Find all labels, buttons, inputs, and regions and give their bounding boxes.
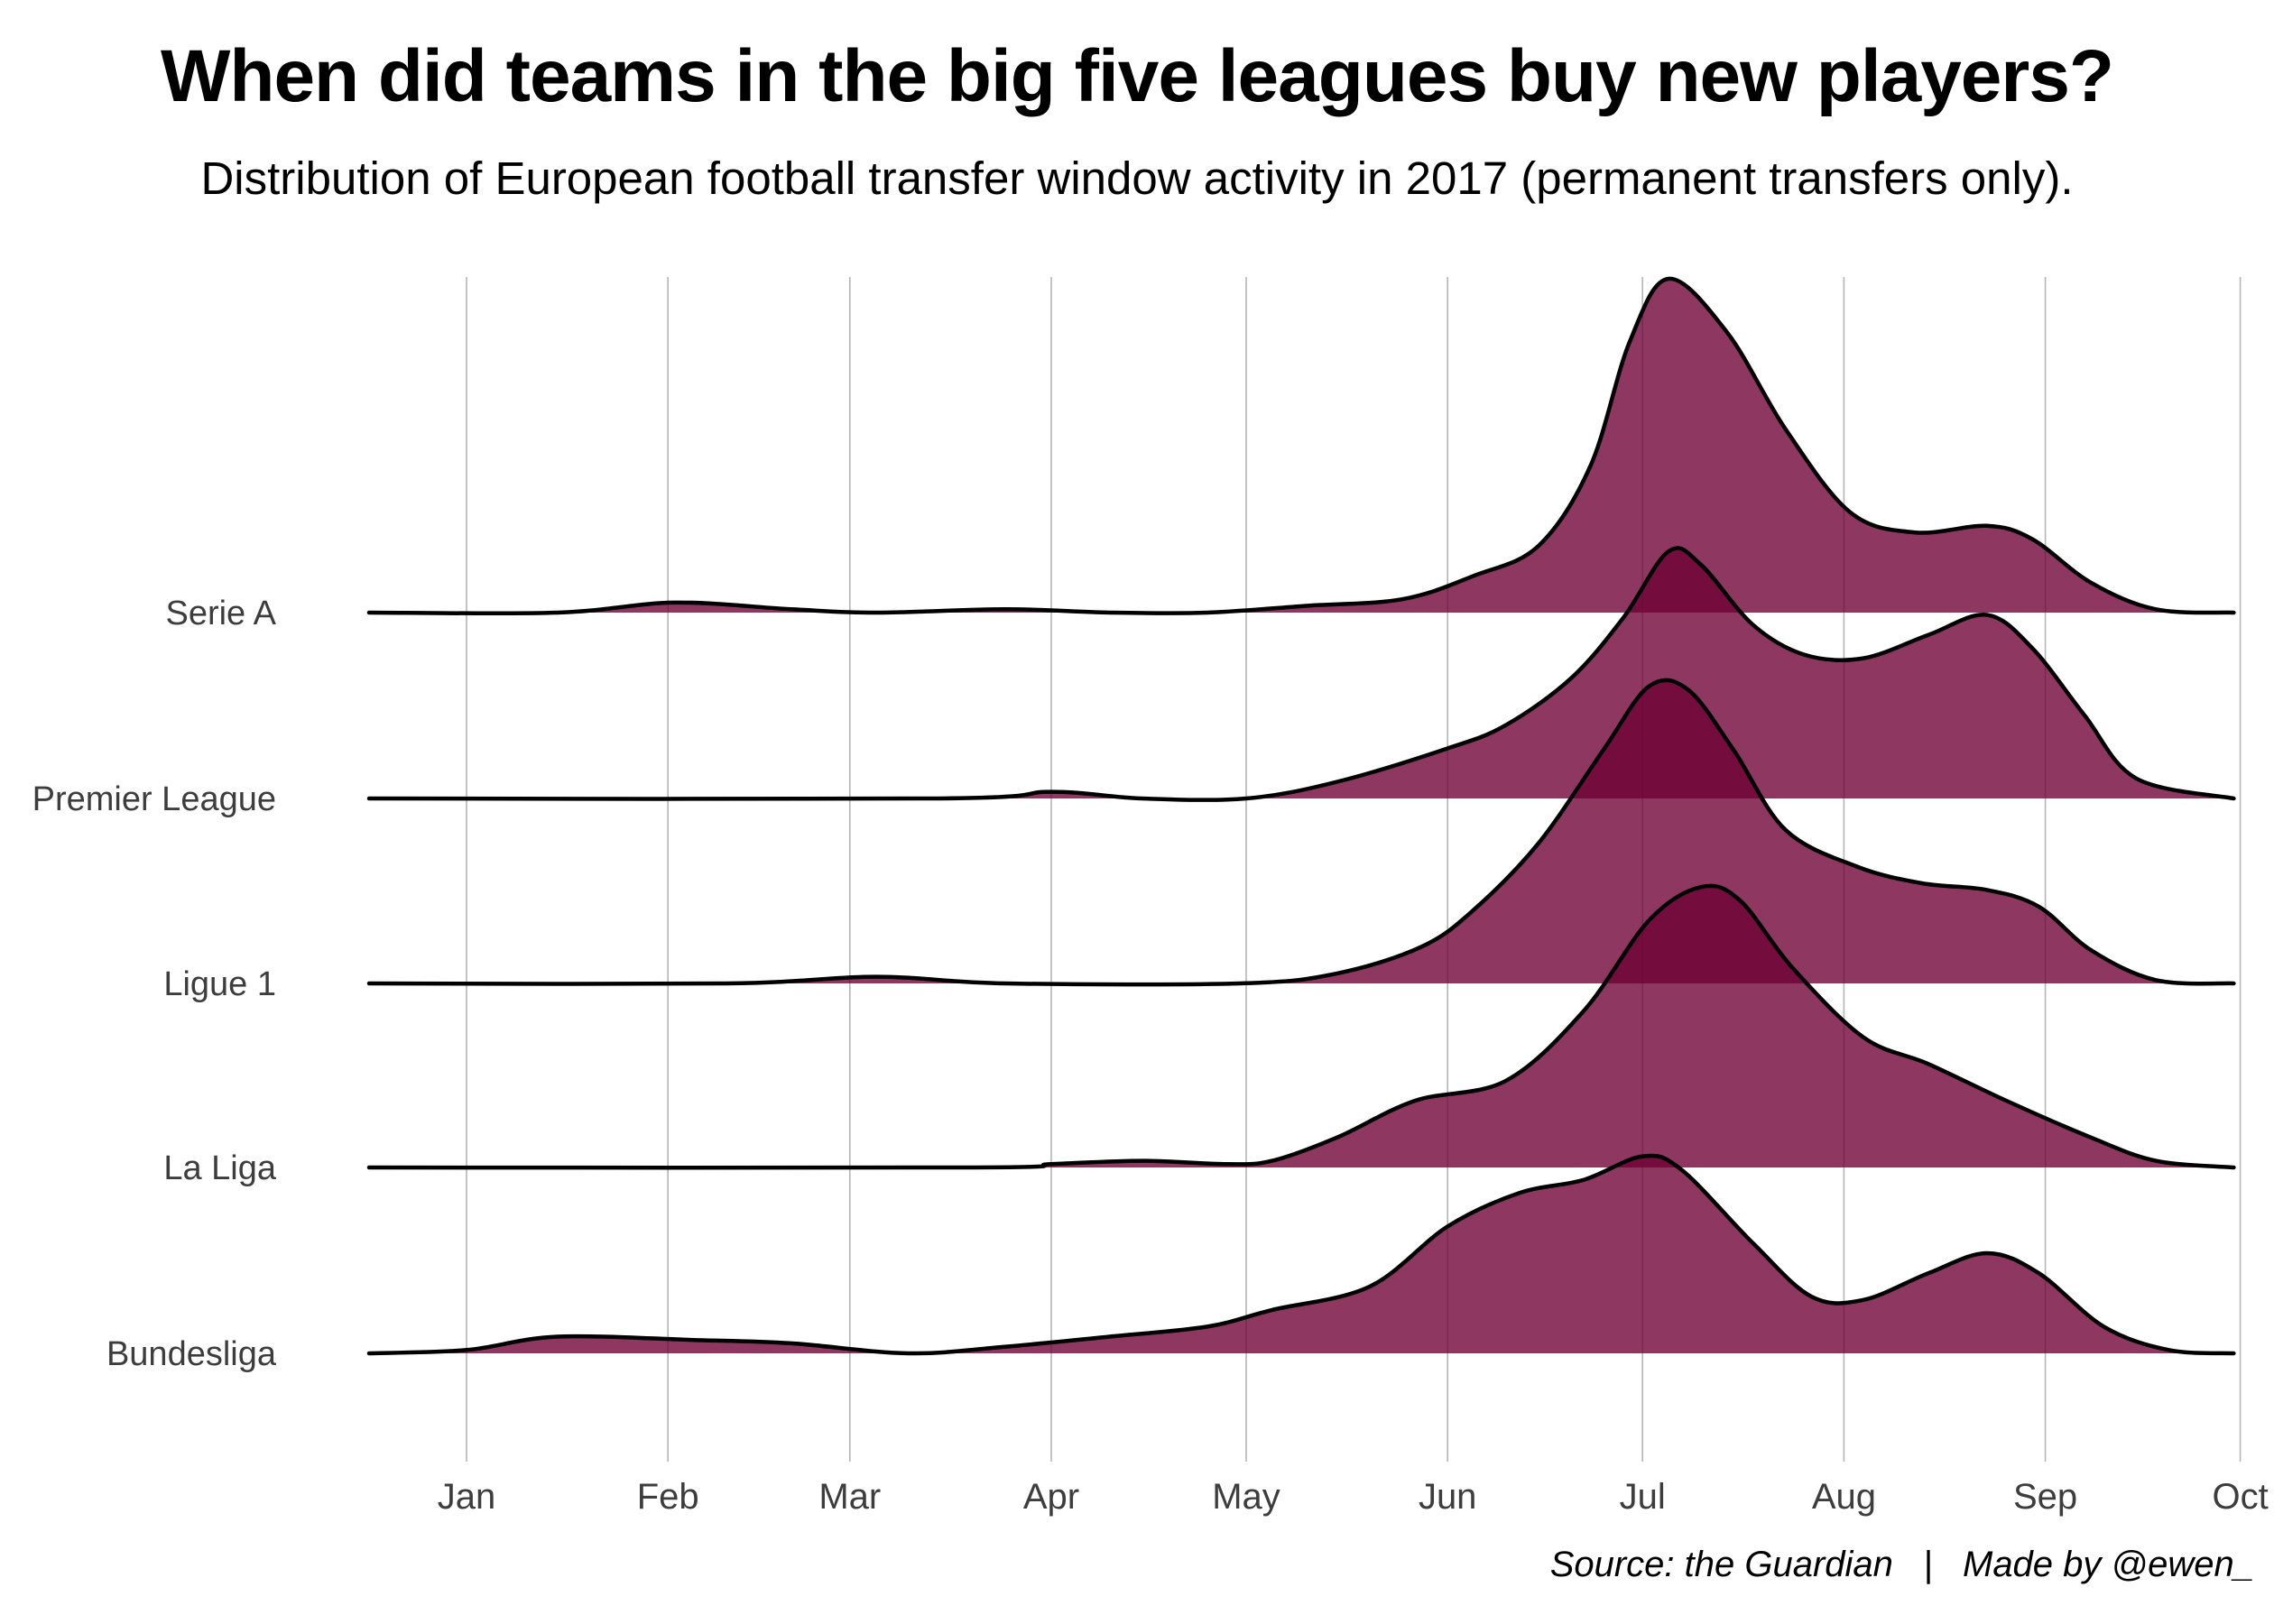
ridge-la-liga xyxy=(366,883,2236,1170)
y-axis-labels: Serie A Premier League Ligue 1 La Liga Bunde… xyxy=(32,595,277,1373)
ridge-area-premier-league xyxy=(369,548,2234,800)
y-label-serie-a: Serie A xyxy=(165,595,276,632)
chart-caption: Source: the Guardian | Made by @ewen_ xyxy=(1549,1545,2254,1584)
x-tick-label-aug: Aug xyxy=(1812,1477,1876,1517)
x-tick-label-jun: Jun xyxy=(1419,1477,1477,1517)
x-tick-label-feb: Feb xyxy=(637,1477,699,1517)
x-tick-label-oct: Oct xyxy=(2212,1477,2268,1517)
ridge-area-bundesliga xyxy=(369,1155,2234,1354)
ridge-area-ligue-1 xyxy=(369,679,2234,985)
x-tick-label-jul: Jul xyxy=(1620,1477,1666,1517)
chart-title: When did teams in the big five leagues b… xyxy=(160,35,2114,117)
ridge-area-la-liga xyxy=(369,885,2234,1168)
ridges xyxy=(366,276,2236,1356)
y-label-bundesliga: Bundesliga xyxy=(106,1335,277,1373)
x-tick-label-sep: Sep xyxy=(2013,1477,2077,1517)
chart-subtitle: Distribution of European football transf… xyxy=(200,152,2074,204)
x-tick-label-apr: Apr xyxy=(1023,1477,1079,1517)
ridge-line-bundesliga xyxy=(366,1153,2236,1356)
y-label-la-liga: La Liga xyxy=(163,1149,277,1187)
ridge-serie-a xyxy=(366,276,2236,616)
ridge-premier-league xyxy=(366,546,2236,802)
x-axis-ticks: Jan Feb Mar Apr May Jun Jul Aug Sep Oct xyxy=(438,1477,2269,1517)
x-tick-label-jan: Jan xyxy=(438,1477,496,1517)
ridge-line-ligue-1 xyxy=(366,678,2236,987)
x-tick-label-may: May xyxy=(1212,1477,1280,1517)
ridge-bundesliga xyxy=(366,1153,2236,1356)
x-tick-label-mar: Mar xyxy=(818,1477,881,1517)
y-label-ligue-1: Ligue 1 xyxy=(163,965,276,1003)
ridge-ligue-1 xyxy=(366,678,2236,987)
ridge-line-serie-a xyxy=(366,276,2236,616)
ridge-line-premier-league xyxy=(366,546,2236,802)
ridge-line-la-liga xyxy=(366,883,2236,1170)
y-label-premier-league: Premier League xyxy=(32,780,276,818)
ridge-area-serie-a xyxy=(369,278,2234,614)
